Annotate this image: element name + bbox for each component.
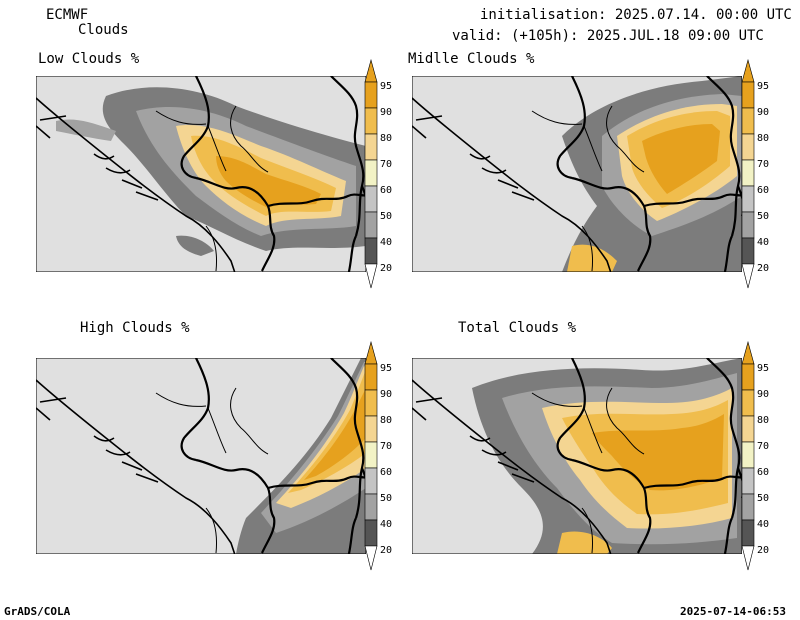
colorbar-high: 95 90 80 70 60 50 40 20 xyxy=(364,340,392,571)
init-time: initialisation: 2025.07.14. 00:00 UTC xyxy=(480,7,792,23)
svg-text:60: 60 xyxy=(380,467,392,478)
footer-right: 2025-07-14-06:53 xyxy=(680,605,786,618)
footer-left: GrADS/COLA xyxy=(4,605,71,618)
svg-text:40: 40 xyxy=(380,519,392,530)
svg-text:60: 60 xyxy=(757,185,769,196)
svg-text:50: 50 xyxy=(757,493,769,504)
map-middle-clouds xyxy=(412,76,742,272)
svg-text:40: 40 xyxy=(757,237,769,248)
valid-time: valid: (+105h): 2025.JUL.18 09:00 UTC xyxy=(452,28,764,44)
svg-text:90: 90 xyxy=(757,389,769,400)
product-name: Clouds xyxy=(78,22,129,38)
svg-text:80: 80 xyxy=(380,415,392,426)
map-total-clouds xyxy=(412,358,742,554)
panel-title-high: High Clouds % xyxy=(80,320,190,336)
map-low-clouds xyxy=(36,76,366,272)
colorbar-middle: 95 90 80 70 60 50 40 20 xyxy=(741,58,769,289)
svg-text:20: 20 xyxy=(757,545,769,556)
svg-text:50: 50 xyxy=(757,211,769,222)
svg-text:95: 95 xyxy=(757,81,769,92)
panel-title-low: Low Clouds % xyxy=(38,51,140,67)
panel-title-middle: Midlle Clouds % xyxy=(408,51,535,67)
svg-text:50: 50 xyxy=(380,211,392,222)
svg-text:40: 40 xyxy=(380,237,392,248)
model-name: ECMWF xyxy=(46,7,89,23)
svg-text:20: 20 xyxy=(380,263,392,274)
svg-text:80: 80 xyxy=(757,133,769,144)
svg-text:50: 50 xyxy=(380,493,392,504)
svg-text:95: 95 xyxy=(380,363,392,374)
svg-text:40: 40 xyxy=(757,519,769,530)
svg-text:60: 60 xyxy=(380,185,392,196)
svg-text:90: 90 xyxy=(380,389,392,400)
svg-text:80: 80 xyxy=(757,415,769,426)
svg-text:70: 70 xyxy=(757,159,769,170)
svg-text:90: 90 xyxy=(757,107,769,118)
svg-text:20: 20 xyxy=(380,545,392,556)
svg-text:70: 70 xyxy=(380,159,392,170)
svg-text:60: 60 xyxy=(757,467,769,478)
svg-text:90: 90 xyxy=(380,107,392,118)
svg-text:20: 20 xyxy=(757,263,769,274)
svg-text:95: 95 xyxy=(380,81,392,92)
colorbar-total: 95 90 80 70 60 50 40 20 xyxy=(741,340,769,571)
svg-text:95: 95 xyxy=(757,363,769,374)
colorbar-low: 95 90 80 70 60 50 40 20 xyxy=(364,58,392,289)
svg-text:70: 70 xyxy=(380,441,392,452)
svg-text:70: 70 xyxy=(757,441,769,452)
panel-title-total: Total Clouds % xyxy=(458,320,577,336)
map-high-clouds xyxy=(36,358,366,554)
svg-text:80: 80 xyxy=(380,133,392,144)
